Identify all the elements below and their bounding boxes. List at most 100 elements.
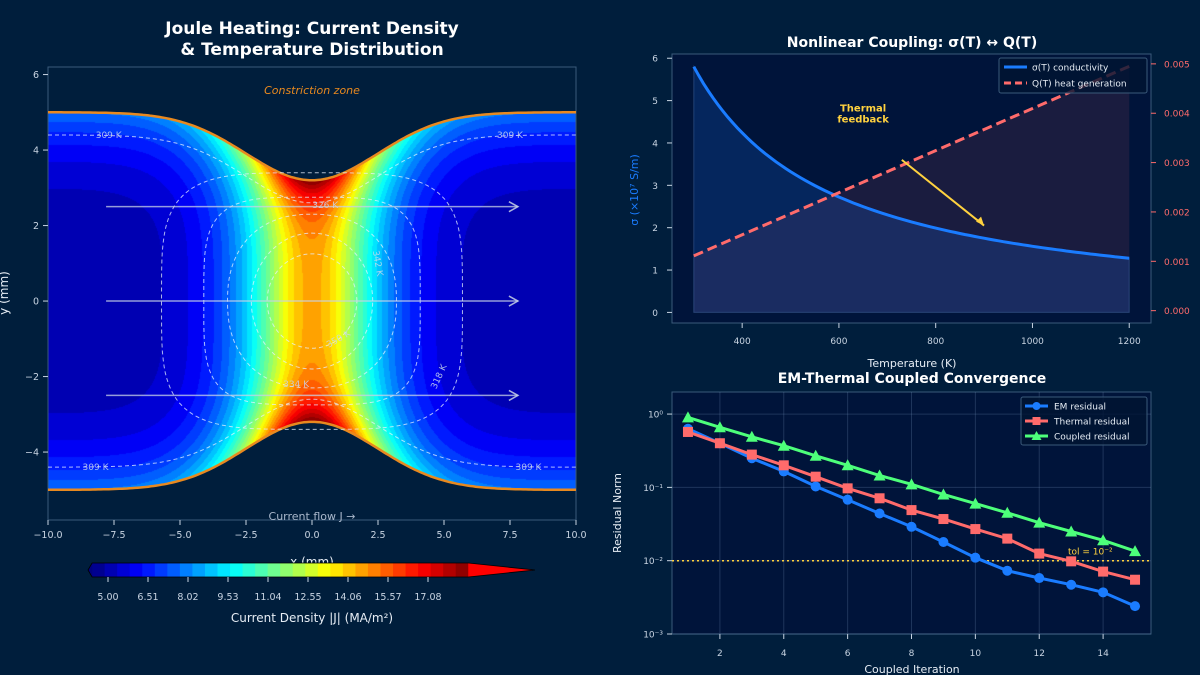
contour-label: 334 K bbox=[283, 380, 310, 390]
x-tick-label: 7.5 bbox=[502, 530, 517, 541]
marker-triangle bbox=[873, 469, 886, 481]
coupling-legend: σ(T) conductivity Q(T) heat generation bbox=[998, 57, 1148, 94]
annotation-text: feedback bbox=[837, 115, 889, 126]
colorbar-segment bbox=[317, 563, 331, 577]
contour-label: 309 K bbox=[516, 463, 543, 473]
marker-circle bbox=[1034, 573, 1045, 584]
y-tick-label: 2 bbox=[33, 221, 39, 232]
channel-boundary-bottom bbox=[48, 420, 576, 492]
y2-tick-label: 0.002 bbox=[1164, 208, 1190, 218]
x-tick-label: 10 bbox=[970, 649, 982, 659]
marker-square bbox=[810, 471, 821, 482]
heat-generation-line bbox=[693, 64, 1130, 258]
channel-boundary-top bbox=[48, 111, 576, 182]
y-tick-label: 10⁰ bbox=[648, 411, 663, 421]
x-tick-label: 8 bbox=[909, 649, 915, 659]
colorbar-segment bbox=[367, 563, 381, 577]
coupling-axes-frame bbox=[671, 53, 1152, 324]
marker-circle bbox=[842, 494, 853, 505]
marker-circle bbox=[1098, 587, 1109, 598]
legend-frame bbox=[998, 57, 1148, 94]
colorbar-segment bbox=[217, 563, 231, 577]
y-tick-label: 10⁻² bbox=[643, 557, 663, 567]
marker-square bbox=[970, 524, 981, 535]
colorbar-tick-label: 14.06 bbox=[334, 592, 361, 603]
colorbar-segment bbox=[443, 563, 457, 577]
marker-square bbox=[906, 505, 917, 516]
colorbar-extend-low bbox=[88, 563, 93, 577]
x-tick-label: 10.0 bbox=[565, 530, 586, 541]
marker-circle bbox=[938, 536, 949, 547]
colorbar-segment bbox=[154, 563, 168, 577]
colorbar-extend-high bbox=[468, 563, 535, 577]
x-tick-label: 600 bbox=[830, 337, 847, 347]
contour-label: 318 K bbox=[430, 362, 450, 391]
marker-triangle bbox=[1097, 534, 1110, 546]
x-tick-label: 2 bbox=[717, 649, 723, 659]
colorbar-segment bbox=[393, 563, 407, 577]
colorbar-segment bbox=[104, 563, 118, 577]
x-tick-label: 1200 bbox=[1118, 337, 1141, 347]
colorbar-segment bbox=[204, 563, 218, 577]
marker-triangle bbox=[777, 439, 790, 451]
contour-label: 350 K bbox=[325, 328, 353, 350]
x-tick-label: 6 bbox=[845, 649, 851, 659]
y-tick-label: 4 bbox=[33, 146, 39, 157]
colorbar-segment bbox=[430, 563, 444, 577]
colorbar-label: Current Density |J| (MA/m²) bbox=[231, 611, 393, 625]
colorbar-segment bbox=[418, 563, 432, 577]
legend-label: Coupled residual bbox=[1054, 433, 1129, 443]
marker-square bbox=[842, 483, 853, 494]
x-tick-label: 14 bbox=[1097, 649, 1109, 659]
marker-circle bbox=[906, 521, 917, 532]
colorbar-tick-label: 12.55 bbox=[294, 592, 321, 603]
colorbar-tick-label: 5.00 bbox=[97, 592, 118, 603]
legend-label: σ(T) conductivity bbox=[1032, 64, 1109, 74]
convergence-legend: EM residual Thermal residual Coupled resid… bbox=[1020, 396, 1148, 446]
colorbar-tick-label: 15.57 bbox=[374, 592, 401, 603]
heatmap-ylabel: y (mm) bbox=[0, 271, 11, 315]
current-density-heatmap bbox=[48, 67, 576, 520]
colorbar-segment bbox=[192, 563, 206, 577]
marker-circle bbox=[1066, 579, 1077, 590]
y-tick-label: −4 bbox=[25, 448, 39, 459]
x-tick-label: 5.0 bbox=[436, 530, 451, 541]
marker-triangle bbox=[809, 449, 822, 461]
marker-triangle bbox=[937, 488, 950, 500]
y-tick-label: 1 bbox=[652, 267, 658, 277]
y2-tick-label: 0.001 bbox=[1164, 258, 1190, 268]
marker-square bbox=[1098, 566, 1109, 577]
constriction-zone-label: Constriction zone bbox=[264, 84, 360, 97]
coupling-ylabel: σ (×10⁷ S/m) bbox=[628, 154, 641, 226]
colorbar-tick-label: 6.51 bbox=[137, 592, 158, 603]
marker-square bbox=[874, 493, 885, 504]
heatmap-title-line: Joule Heating: Current Density bbox=[164, 19, 458, 39]
x-tick-label: 400 bbox=[734, 337, 751, 347]
y2-tick-label: 0.005 bbox=[1164, 60, 1190, 70]
annotation-text: Thermal bbox=[840, 104, 886, 115]
contour-label: 309 K bbox=[497, 131, 524, 141]
conductivity-line bbox=[692, 65, 1130, 260]
marker-square bbox=[1066, 556, 1077, 567]
temperature-contour bbox=[160, 172, 463, 430]
colorbar-segment bbox=[380, 563, 394, 577]
arrowhead-icon bbox=[976, 216, 985, 226]
marker-square bbox=[1032, 417, 1041, 425]
contour-label: 309 K bbox=[96, 131, 123, 141]
colorbar-segment bbox=[280, 563, 294, 577]
x-tick-label: 2.5 bbox=[370, 530, 385, 541]
coupling-xlabel: Temperature (K) bbox=[867, 357, 957, 370]
colorbar-segment bbox=[305, 563, 319, 577]
feedback-arrow bbox=[901, 159, 985, 227]
colorbar-tick-label: 8.02 bbox=[177, 592, 198, 603]
colorbar-segment bbox=[167, 563, 181, 577]
x-tick-label: 0.0 bbox=[304, 530, 319, 541]
heat-generation-fill bbox=[693, 66, 1130, 313]
convergence-xlabel: Coupled Iteration bbox=[864, 663, 959, 675]
legend-frame bbox=[1020, 396, 1148, 446]
colorbar-segment bbox=[342, 563, 356, 577]
marker-circle bbox=[1002, 565, 1013, 576]
colorbar-segment bbox=[455, 563, 469, 577]
